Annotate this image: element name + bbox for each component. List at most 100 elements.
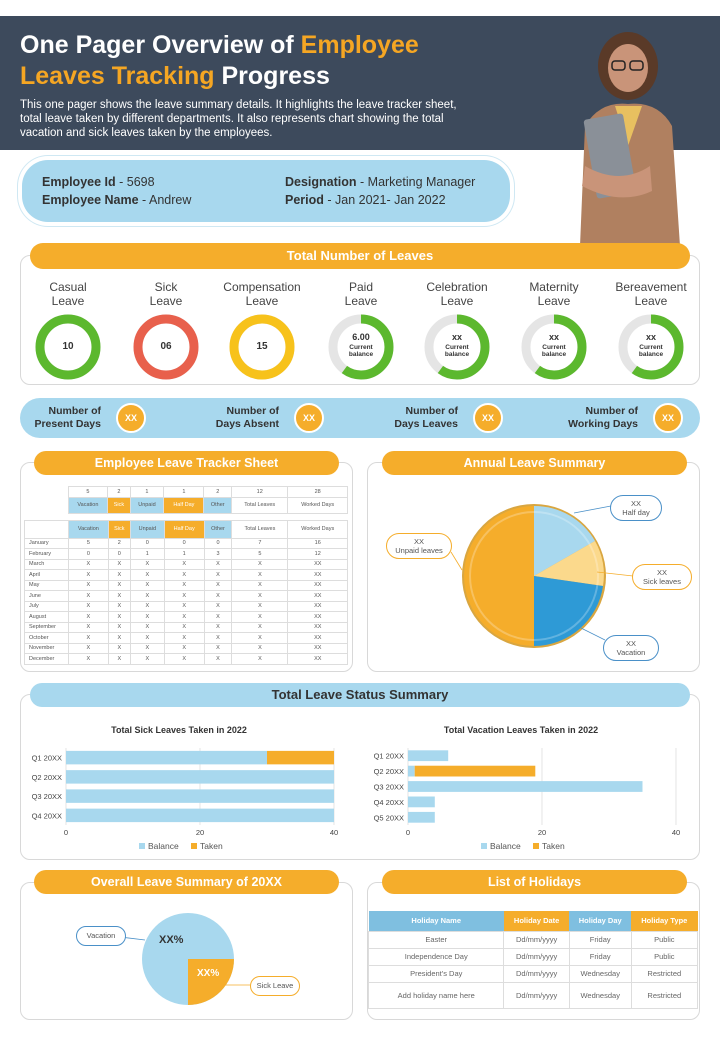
tracker-cell: X [68,642,109,654]
tracker-cell: X [163,579,205,591]
leave-type-label: Celebration Leave [426,280,488,308]
stat-value-badge: XX [473,403,503,433]
tracker-cell: 3 [203,548,233,560]
tracker-row: October X X X X X X XX [24,632,348,644]
tracker-cell: X [163,600,205,612]
tracker-cell: 0 [203,537,233,549]
overall-pie-chart [119,913,250,1005]
leave-donut-value: xx Current balance [638,332,664,359]
tracker-tables: 5 2 1 1 2 12 28 Vacation Sick Unpaid Half Day Other… [24,486,348,665]
tracker-cell: XX [287,611,348,623]
holiday-row: Easter Dd/mm/yyyy Friday Public [367,930,699,949]
overall-vacation-pct: XX% [159,934,184,946]
tracker-cell: X [203,632,233,644]
tracker-cell: X [129,632,165,644]
bar-x-tick: 20 [196,828,204,837]
tracker-cell: X [107,600,131,612]
tracker-cell: 0 [68,548,109,560]
tracker-cell: XX [287,579,348,591]
tracker-cell: X [68,579,109,591]
tracker-header-row: Vacation Sick Unpaid Half Day Other Total Lea… [24,519,348,539]
vacation-leaves-bar-chart: Total Vacation Leaves Taken in 2022 0 20 40… [374,725,681,851]
tracker-summary-header-row: Vacation Sick Unpaid Half Day Other Total Lea… [24,496,348,514]
holiday-cell: Wednesday [568,981,632,1009]
tracker-cell: X [231,632,289,644]
tracker-cell: X [163,590,205,602]
pie-slice-half-day [534,505,595,576]
leave-type-label: Casual Leave [49,280,87,308]
holiday-cell: President's Day [367,964,505,983]
tracker-cell: September [24,621,69,633]
tracker-cell: X [129,579,165,591]
tracker-cell: X [107,569,131,581]
leave-donut-arc [133,314,199,380]
leave-donut-value: 10 [62,341,74,352]
tracker-cell: X [231,642,289,654]
bar-taken [267,750,334,765]
tracker-cell: February [24,548,69,560]
tracker-cell: July [24,600,69,612]
holidays-header-cell: Holiday Name [368,911,504,931]
tracker-cell: May [24,579,69,591]
leave-donut-arc [618,314,684,380]
bar-balance [408,765,415,777]
tracker-cell: January [24,537,69,549]
tracker-cell: X [231,558,289,570]
tracker-row: December X X X X X X XX [24,653,348,665]
tracker-header-cell: Total Leaves [231,496,289,514]
tracker-cell: X [231,653,289,665]
stat-value-badge: XX [116,403,146,433]
employee-info-card [22,160,510,222]
bar-x-tick: 40 [672,828,680,837]
holiday-cell: Dd/mm/yyyy [503,930,570,949]
bar-y-label: Q2 20XX [374,767,404,776]
tracker-header-cell: Other [203,519,233,539]
tracker-cell: X [163,569,205,581]
tracker-cell: X [129,590,165,602]
leave-donut [133,314,199,380]
bar-x-tick: 40 [330,828,338,837]
bar-y-label: Q4 20XX [374,798,404,807]
tracker-summary-values-row: 5 2 1 1 2 12 28 [24,486,348,498]
tracker-header-cell: Vacation [67,496,109,514]
leave-donut [618,314,684,380]
tracker-header-cell: Half Day [163,519,205,539]
tracker-cell: X [163,653,205,665]
tracker-summary-cell: 2 [203,486,233,498]
employee-name: Employee Name - Andrew [42,193,192,207]
tracker-cell: XX [287,642,348,654]
leave-donut-arc [424,314,490,380]
bar-balance [66,770,334,784]
tracker-cell: August [24,611,69,623]
tracker-cell: X [129,569,165,581]
tracker-cell: X [68,621,109,633]
holiday-row: Independence Day Dd/mm/yyyy Friday Public [367,947,699,966]
tracker-row: June X X X X X X XX [24,590,348,602]
tracker-cell: X [107,621,131,633]
tracker-cell: X [68,632,109,644]
holidays-heading: List of Holidays [382,870,687,894]
tracker-cell: November [24,642,69,654]
tracker-cell: 0 [163,537,205,549]
bar-taken [414,765,536,777]
legend-swatch [139,843,145,849]
pie-slice-unpaid [464,506,534,646]
tracker-cell: 12 [287,548,348,560]
tracker-cell: X [163,558,205,570]
tracker-cell: X [68,558,109,570]
callout-overall-vacation: Vacation [76,926,126,946]
bar-balance [66,789,334,803]
bar-y-label: Q3 20XX [32,792,62,801]
overall-sick-pct: XX% [197,968,220,979]
tracker-cell: March [24,558,69,570]
tracker-row: April X X X X X X XX [24,569,348,581]
callout-unpaid: XX Unpaid leaves [386,533,452,559]
tracker-row: February 0 0 1 1 3 5 12 [24,548,348,560]
tracker-header-cell: Other [203,496,233,514]
tracker-cell: X [129,600,165,612]
tracker-row: May X X X X X X XX [24,579,348,591]
holiday-cell: Independence Day [367,947,505,966]
leave-donut-value: 6.00 Current balance [348,332,374,359]
tracker-row: July X X X X X X XX [24,600,348,612]
leave-type-label: Maternity Leave [529,280,579,308]
